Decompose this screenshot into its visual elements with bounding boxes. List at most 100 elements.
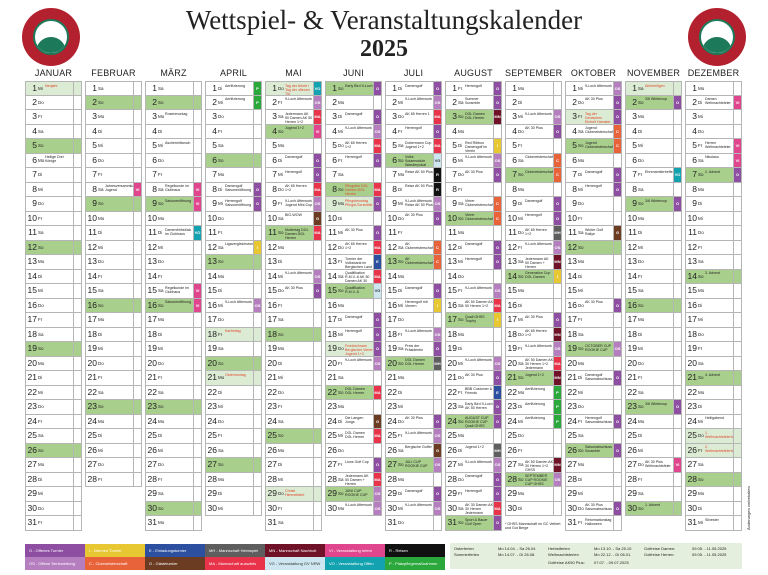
day-row[interactable]: 25 Sa [25,429,82,444]
day-row[interactable]: 16 Sa AK 50 Damen AK 50 Herren 1+2 MA [445,298,502,313]
day-row[interactable]: 4 So Jugend 1+2 VI [265,124,322,139]
day-row[interactable]: 4 Sa [25,124,82,139]
day-row[interactable]: 21 Sa [325,371,382,386]
day-row[interactable]: 11 Fr [205,226,262,241]
day-row[interactable]: 6 Mo [565,153,622,168]
day-row[interactable]: 1 Di Damengolf O [385,81,442,96]
day-row[interactable]: 18 Di [625,327,682,342]
day-row[interactable]: 27 Fr Lions Golf Cup O [325,458,382,473]
day-row[interactable]: 23 Do [565,400,622,415]
day-row[interactable]: 16 So [85,298,142,313]
day-row[interactable]: 21 So 4. Advent [685,371,742,386]
day-row[interactable]: 14 Fr [145,269,202,284]
day-row[interactable]: 19 So [25,342,82,357]
day-row[interactable]: 5 Mo [265,139,322,154]
day-row[interactable]: 24 Mo [85,414,142,429]
day-row[interactable]: 27 Do AK 30 Plus Weihnachtsfeier VI [625,458,682,473]
day-row[interactable]: 25 Di [625,429,682,444]
day-row[interactable]: 24 Do AK 30 Plus O [385,414,442,429]
day-row[interactable]: 29 Mo [685,487,742,502]
day-row[interactable]: 16 Mo [325,298,382,313]
day-row[interactable]: 26 Sa Bergische Golfer G [385,443,442,458]
day-row[interactable]: 28 Mo [385,472,442,487]
day-row[interactable]: 27 Mo [25,458,82,473]
day-row[interactable]: 16 Do [25,298,82,313]
day-row[interactable]: 19 So OCTOBER CUP ROOKIE CUP OS [565,342,622,357]
day-row[interactable]: 17 Mi AK 30 Plus O [505,313,562,328]
day-row[interactable]: 13 Fr Turnier der Volksbank im Bergischen … [325,255,382,270]
day-row[interactable]: 17 Mo [85,313,142,328]
day-row[interactable]: 2 Mo [325,95,382,110]
day-row[interactable]: 14 Fr [625,269,682,284]
day-row[interactable]: 19 Fr 9-Loch Afterwork OS [505,342,562,357]
day-row[interactable]: 31 Fr [25,516,82,531]
day-row[interactable]: 29 Mo [505,487,562,502]
day-row[interactable]: 4 Fr Herrengolf O [385,124,442,139]
day-row[interactable]: 12 Fr 9-Loch Afterwork OS [505,240,562,255]
day-row[interactable]: 8 Do AK 65 Herren 1+2 MA [265,182,322,197]
day-row[interactable]: 20 Sa [685,356,742,371]
day-row[interactable]: 5 So Jugend Clubmeisterschaft C [565,139,622,154]
day-row[interactable]: 15 Mo [505,284,562,299]
day-row[interactable]: 24 Mo [625,414,682,429]
day-row[interactable]: 22 Do [265,385,322,400]
day-row[interactable]: 17 So Quali GHSS Trophy I [445,313,502,328]
day-row[interactable]: 21 Mo [385,371,442,386]
day-row[interactable]: 14 Mo [385,269,442,284]
day-row[interactable]: 16 Mi 9-Loch Afterwork OS [205,298,262,313]
day-row[interactable]: 6 Do [145,153,202,168]
day-row[interactable]: 21 Di [25,371,82,386]
day-row[interactable]: 1 Sa Allerheiligen [625,81,682,96]
day-row[interactable]: 9 So [85,197,142,212]
day-row[interactable]: 29 Fr Herrengolf O [445,487,502,502]
day-row[interactable]: 14 Mi 9-Loch Afterwork OS [265,269,322,284]
day-row[interactable]: 6 Fr Herrengolf O [325,153,382,168]
day-row[interactable]: 5 Do AK 65 Herren 1+2 MA [325,139,382,154]
day-row[interactable]: 18 Di [85,327,142,342]
day-row[interactable]: 22 Sa [145,385,202,400]
day-row[interactable]: 13 Do [625,255,682,270]
day-row[interactable]: 6 Mi 9-Loch Afterwork OS [445,153,502,168]
day-row[interactable]: 4 Mo [445,124,502,139]
day-row[interactable]: 31 Do [385,516,442,531]
day-row[interactable]: 5 So [25,139,82,154]
day-row[interactable]: 25 Di [85,429,142,444]
day-row[interactable]: 26 So Saisonabschluss Scramble O [565,443,622,458]
day-row[interactable]: 3 So DGL Damen DGL Herren MN [445,110,502,125]
day-row[interactable]: 15 Sa Regelkunde im Clubhaus VI [145,284,202,299]
day-row[interactable]: 26 Fr 2. Weihnachtsfeiertag [685,443,742,458]
day-row[interactable]: 2 Do AK 30 Plus O [565,95,622,110]
day-row[interactable]: 19 Mi [145,342,202,357]
day-row[interactable]: 29 Mi [25,487,82,502]
day-row[interactable]: 20 Do [145,356,202,371]
day-row[interactable]: 16 Mi Herrengolf mit Vierern I [385,298,442,313]
day-row[interactable]: 28 Do Damengolf O [445,472,502,487]
day-row[interactable]: 20 Mi 9-Loch Afterwork OS [445,356,502,371]
day-row[interactable]: 7 So Clubmeisterschaft C [505,168,562,183]
day-row[interactable]: 20 So DGL Damen DGL Herren MH [385,356,442,371]
day-row[interactable]: 21 Fr [85,371,142,386]
day-row[interactable]: 12 Di Damengolf O [445,240,502,255]
day-row[interactable]: 28 Sa Jedermann AK 50 Damen + Herren MA [325,472,382,487]
day-row[interactable]: 25 Di [145,429,202,444]
day-row[interactable]: 13 Mi Herrengolf O [445,255,502,270]
day-row[interactable]: 19 Di [445,342,502,357]
day-row[interactable]: 22 Di [205,385,262,400]
day-row[interactable]: 14 Di [565,269,622,284]
day-row[interactable]: 9 Sa Vierer Clubmeisterschaft C [445,197,502,212]
day-row[interactable]: 12 Fr [685,240,742,255]
day-row[interactable]: 22 Mi [25,385,82,400]
day-row[interactable]: 9 Di [685,197,742,212]
day-row[interactable]: 30 So [145,501,202,516]
day-row[interactable]: 11 Do AK 65 Herren 1+2 MH [505,226,562,241]
day-row[interactable]: 2 Sa Summer Scramble O [445,95,502,110]
day-row[interactable]: 27 Sa [685,458,742,473]
day-row[interactable]: 16 Di [685,298,742,313]
day-row[interactable]: 24 Fr Herrengolf Saisonabschluss O [565,414,622,429]
day-row[interactable]: 10 So Vierer Clubmeisterschaft C [445,211,502,226]
day-row[interactable]: 12 Sa AK Clubmeisterschaft C [385,240,442,255]
day-row[interactable]: 21 So Jugend 1+2 MN [505,371,562,386]
day-row[interactable]: 18 Do [685,327,742,342]
day-row[interactable]: 20 Fr 9-Loch Afterwork OS [325,356,382,371]
